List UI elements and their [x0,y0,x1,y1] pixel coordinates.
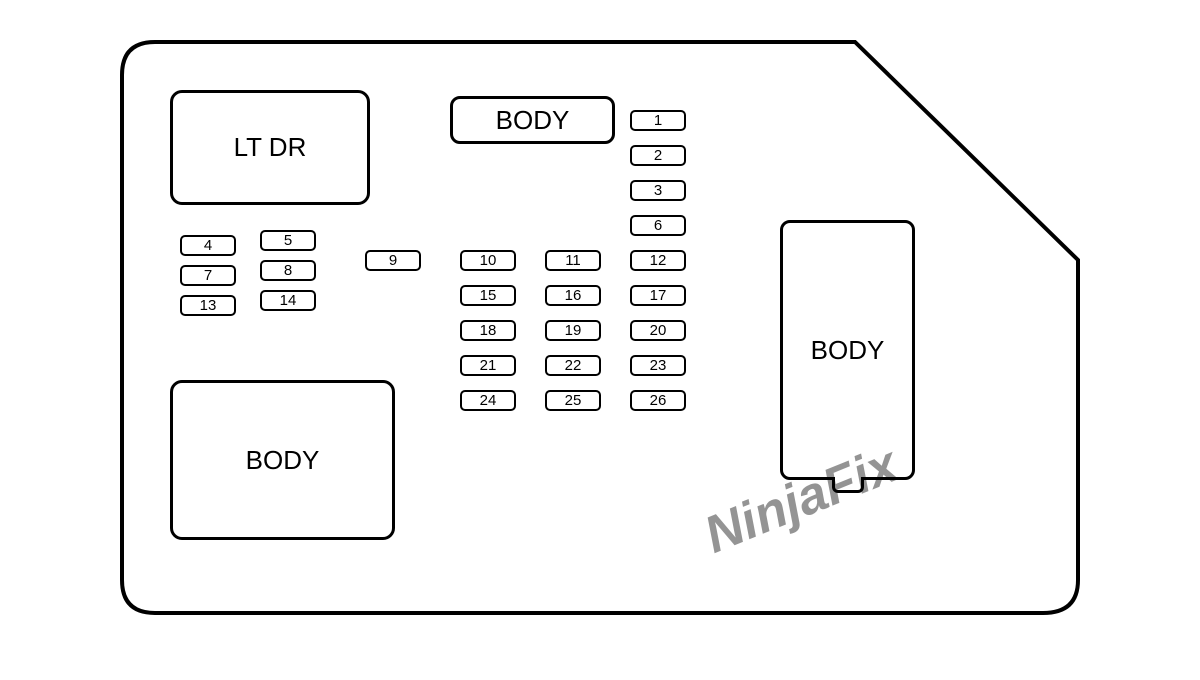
fuse-17: 17 [630,285,686,306]
fuse-3: 3 [630,180,686,201]
module-body-bottom: BODY [170,380,395,540]
fuse-9: 9 [365,250,421,271]
module-body-right-tab [832,477,864,493]
module-body-bottom-label: BODY [246,445,320,476]
module-ltdr-label: LT DR [234,132,307,163]
fuse-4: 4 [180,235,236,256]
fuse-24: 24 [460,390,516,411]
module-body-right-label: BODY [811,335,885,366]
fuse-2: 2 [630,145,686,166]
module-body-right: BODY [780,220,915,480]
module-body-top: BODY [450,96,615,144]
fuse-13: 13 [180,295,236,316]
fuse-19: 19 [545,320,601,341]
fuse-5: 5 [260,230,316,251]
fuse-20: 20 [630,320,686,341]
fuse-26: 26 [630,390,686,411]
fuse-7: 7 [180,265,236,286]
fuse-22: 22 [545,355,601,376]
module-ltdr: LT DR [170,90,370,205]
fuse-16: 16 [545,285,601,306]
fuse-23: 23 [630,355,686,376]
fuse-15: 15 [460,285,516,306]
fuse-10: 10 [460,250,516,271]
fuse-8: 8 [260,260,316,281]
fuse-11: 11 [545,250,601,271]
fuse-25: 25 [545,390,601,411]
module-body-top-label: BODY [496,105,570,136]
fuse-12: 12 [630,250,686,271]
fuse-14: 14 [260,290,316,311]
fuse-21: 21 [460,355,516,376]
fuse-6: 6 [630,215,686,236]
fuse-18: 18 [460,320,516,341]
fuse-box-diagram: LT DR BODY BODY BODY 1236121720232611161… [120,40,1080,615]
fuse-1: 1 [630,110,686,131]
